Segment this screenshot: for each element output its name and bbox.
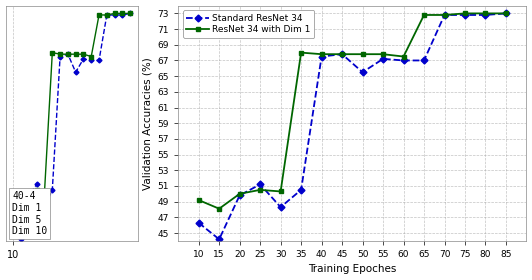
Standard ResNet 34	[421, 59, 427, 62]
Y-axis label: Validation Accuracies (%): Validation Accuracies (%)	[142, 57, 152, 190]
ResNet 34 with Dim 1	[360, 53, 366, 56]
ResNet 34 with Dim 1	[339, 53, 345, 56]
Text: 40-4
Dim 1
Dim 5
Dim 10: 40-4 Dim 1 Dim 5 Dim 10	[12, 191, 47, 236]
ResNet 34 with Dim 1	[503, 12, 509, 15]
Standard ResNet 34	[195, 221, 202, 225]
ResNet 34 with Dim 1	[318, 53, 325, 56]
ResNet 34 with Dim 1	[236, 192, 243, 195]
Standard ResNet 34	[483, 13, 489, 17]
Standard ResNet 34	[277, 206, 284, 209]
ResNet 34 with Dim 1	[483, 12, 489, 15]
ResNet 34 with Dim 1	[401, 55, 407, 58]
ResNet 34 with Dim 1	[462, 12, 468, 15]
ResNet 34 with Dim 1	[442, 13, 448, 17]
ResNet 34 with Dim 1	[216, 207, 222, 210]
ResNet 34 with Dim 1	[195, 199, 202, 202]
X-axis label: Training Epoches: Training Epoches	[308, 264, 396, 274]
Legend: Standard ResNet 34, ResNet 34 with Dim 1: Standard ResNet 34, ResNet 34 with Dim 1	[182, 10, 314, 38]
ResNet 34 with Dim 1	[298, 51, 304, 54]
Standard ResNet 34	[442, 13, 448, 17]
ResNet 34 with Dim 1	[277, 190, 284, 193]
ResNet 34 with Dim 1	[380, 53, 386, 56]
Standard ResNet 34	[216, 238, 222, 241]
Standard ResNet 34	[298, 188, 304, 192]
Standard ResNet 34	[236, 194, 243, 197]
Standard ResNet 34	[462, 13, 468, 17]
Standard ResNet 34	[503, 12, 509, 15]
Standard ResNet 34	[401, 59, 407, 62]
Standard ResNet 34	[339, 53, 345, 56]
ResNet 34 with Dim 1	[421, 13, 427, 17]
ResNet 34 with Dim 1	[257, 188, 263, 192]
Line: ResNet 34 with Dim 1: ResNet 34 with Dim 1	[196, 11, 509, 211]
Standard ResNet 34	[257, 183, 263, 186]
Standard ResNet 34	[318, 55, 325, 58]
Line: Standard ResNet 34: Standard ResNet 34	[196, 11, 509, 242]
Standard ResNet 34	[380, 57, 386, 60]
Standard ResNet 34	[360, 71, 366, 74]
